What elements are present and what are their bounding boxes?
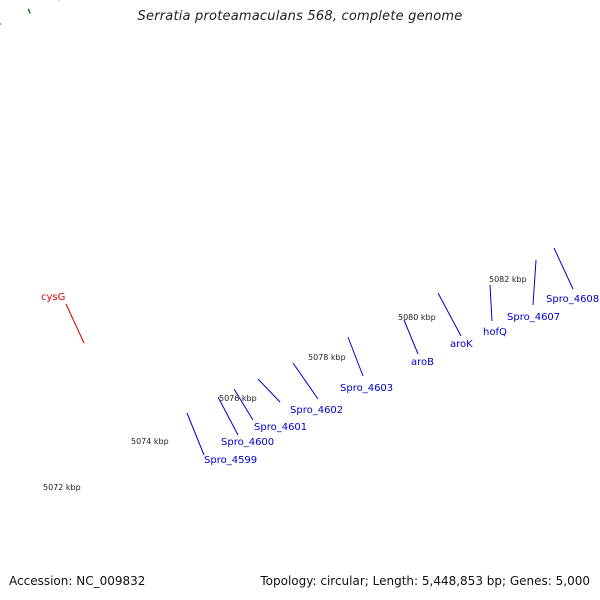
- tick-label-5074: 5074 kbp: [131, 437, 169, 446]
- lower-tick-row: [0, 0, 61, 26]
- cysG-leader: [65, 303, 85, 344]
- arok-leader: [437, 292, 462, 337]
- genome-summary: Topology: circular; Length: 5,448,853 bp…: [260, 574, 590, 588]
- gene-label-spro-4601: Spro_4601: [254, 422, 307, 433]
- tick-label-5076: 5076 kbp: [219, 394, 257, 403]
- spro-4600-leader: [217, 396, 239, 436]
- gene-label-cysG: cysG: [41, 292, 65, 303]
- accession-label: Accession: NC_009832: [9, 574, 146, 588]
- hofq-leader: [489, 284, 493, 322]
- gene-label-arob: aroB: [411, 357, 434, 368]
- gene-label-spro-4602: Spro_4602: [290, 405, 343, 416]
- page-title: Serratia proteamaculans 568, complete ge…: [137, 9, 463, 24]
- gene-label-spro-4599: Spro_4599: [204, 455, 257, 466]
- spro-4601-leader: [233, 388, 254, 421]
- spro-4599-leader: [186, 412, 205, 456]
- tick-label-5082: 5082 kbp: [489, 275, 527, 284]
- spro-4608-leader: [553, 247, 574, 290]
- gene-label-arok: aroK: [450, 339, 473, 350]
- gene-label-spro-4600: Spro_4600: [221, 437, 274, 448]
- spro-4601b-leader: [257, 378, 281, 403]
- gene-label-spro-4608: Spro_4608: [546, 294, 599, 305]
- tick-label-5080: 5080 kbp: [398, 313, 436, 322]
- gene-label-hofq: hofQ: [483, 327, 507, 338]
- tick-label-5078: 5078 kbp: [308, 353, 346, 362]
- gene-label-spro-4607: Spro_4607: [507, 312, 560, 323]
- gene-label-spro-4603: Spro_4603: [340, 383, 393, 394]
- spro-4607-leader: [532, 259, 537, 306]
- spro-4602-leader: [292, 362, 319, 400]
- spro-4603-leader: [347, 336, 364, 377]
- arob-leader: [403, 319, 419, 355]
- tick-label-5072: 5072 kbp: [43, 483, 81, 492]
